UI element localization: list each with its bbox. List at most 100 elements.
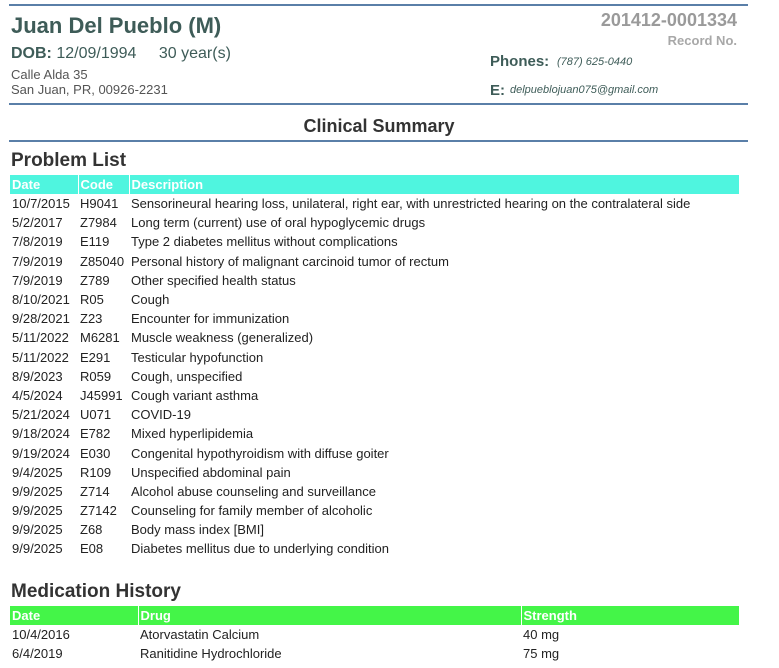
table-row: 9/4/2025 R109 Unspecified abdominal pain bbox=[10, 463, 740, 482]
record-label: Record No. bbox=[667, 33, 737, 48]
table-row: 10/4/2016 Atorvastatin Calcium 40 mg bbox=[10, 625, 740, 644]
table-row: 9/9/2025 Z714 Alcohol abuse counseling and… bbox=[10, 482, 740, 501]
table-row: 8/9/2023 R059 Cough, unspecified bbox=[10, 367, 740, 386]
cell-date: 4/5/2024 bbox=[12, 387, 63, 403]
cell-description: Unspecified abdominal pain bbox=[131, 464, 291, 480]
cell-code: Z714 bbox=[80, 483, 110, 499]
column-header-drug: Drug bbox=[138, 606, 522, 625]
cell-code: Z7984 bbox=[80, 215, 117, 231]
cell-date: 9/19/2024 bbox=[12, 445, 70, 461]
cell-date: 7/9/2019 bbox=[12, 272, 63, 288]
cell-date: 6/4/2019 bbox=[12, 646, 63, 662]
summary-rule bbox=[9, 140, 748, 142]
cell-date: 9/9/2025 bbox=[12, 483, 63, 499]
cell-description: Alcohol abuse counseling and surveillanc… bbox=[131, 483, 376, 499]
medication-history-title: Medication History bbox=[11, 581, 181, 602]
cell-description: COVID-19 bbox=[131, 407, 191, 423]
cell-description: Long term (current) use of oral hypoglyc… bbox=[131, 215, 426, 231]
cell-date: 9/4/2025 bbox=[12, 464, 63, 480]
header-top-rule bbox=[9, 4, 748, 6]
cell-strength: 40 mg bbox=[523, 627, 560, 643]
table-row: 5/11/2022 E291 Testicular hypofunction bbox=[10, 348, 740, 367]
cell-date: 7/9/2019 bbox=[12, 253, 63, 269]
cell-description: Other specified health status bbox=[131, 272, 296, 288]
column-header-description: Description bbox=[129, 175, 740, 194]
cell-code: M6281 bbox=[80, 330, 120, 346]
table-row: 5/11/2022 M6281 Muscle weakness (generaliz… bbox=[10, 328, 740, 347]
cell-drug: Atorvastatin Calcium bbox=[140, 627, 260, 643]
cell-code: J45991 bbox=[80, 387, 123, 403]
dob-value: 12/09/1994 bbox=[56, 45, 137, 62]
cell-code: Z23 bbox=[80, 311, 103, 327]
column-header-date: Date bbox=[10, 606, 139, 625]
table-row: 9/9/2025 Z68 Body mass index [BMI] bbox=[10, 520, 740, 539]
medication-history-table: Date Drug Strength 10/4/2016 Atorvastatin… bbox=[10, 606, 740, 663]
table-row: 10/7/2015 H9041 Sensorineural hearing loss… bbox=[10, 194, 740, 213]
medication-header-row: Date Drug Strength bbox=[10, 606, 740, 625]
table-row: 9/19/2024 E030 Congenital hypothyroidism w… bbox=[10, 443, 740, 462]
column-header-strength: Strength bbox=[521, 606, 740, 625]
email-value[interactable]: delpueblojuan075@gmail.com bbox=[510, 84, 659, 96]
cell-strength: 75 mg bbox=[523, 646, 560, 662]
table-row: 9/18/2024 E782 Mixed hyperlipidemia bbox=[10, 424, 740, 443]
cell-description: Cough bbox=[131, 292, 170, 308]
cell-code: U071 bbox=[80, 407, 112, 423]
record-number: 201412-0001334 bbox=[600, 10, 737, 30]
cell-description: Cough variant asthma bbox=[131, 387, 259, 403]
cell-code: H9041 bbox=[80, 196, 119, 212]
cell-description: Sensorineural hearing loss, unilateral, … bbox=[131, 196, 691, 212]
table-row: 4/5/2024 J45991 Cough variant asthma bbox=[10, 386, 740, 405]
table-row: 8/10/2021 R05 Cough bbox=[10, 290, 740, 309]
cell-code: Z789 bbox=[80, 272, 110, 288]
table-row: 9/9/2025 Z7142 Counseling for family membe… bbox=[10, 501, 740, 520]
problem-list-header-row: Date Code Description bbox=[10, 175, 740, 194]
email-label: E: bbox=[490, 82, 505, 99]
cell-drug: Ranitidine Hydrochloride bbox=[140, 646, 282, 662]
column-header-code: Code bbox=[78, 175, 130, 194]
cell-date: 5/2/2017 bbox=[12, 215, 63, 231]
cell-description: Counseling for family member of alcoholi… bbox=[131, 503, 373, 519]
cell-description: Body mass index [BMI] bbox=[131, 522, 264, 538]
address-line-1: Calle Alda 35 bbox=[11, 67, 88, 82]
cell-description: Mixed hyperlipidemia bbox=[131, 426, 254, 442]
cell-date: 9/9/2025 bbox=[12, 522, 63, 538]
cell-date: 10/4/2016 bbox=[12, 627, 70, 643]
problem-list-body: 10/7/2015 H9041 Sensorineural hearing loss… bbox=[10, 194, 740, 559]
cell-code: E291 bbox=[80, 349, 111, 365]
phone-value[interactable]: (787) 625-0440 bbox=[557, 56, 633, 68]
problem-list-title: Problem List bbox=[11, 150, 127, 171]
address-line-2: San Juan, PR, 00926-2231 bbox=[11, 82, 168, 97]
column-header-date: Date bbox=[10, 175, 79, 194]
cell-description: Diabetes mellitus due to underlying cond… bbox=[131, 541, 389, 557]
dob-label: DOB: bbox=[11, 45, 52, 62]
table-row: 7/9/2019 Z789 Other specified health statu… bbox=[10, 271, 740, 290]
age-value: 30 year(s) bbox=[158, 45, 231, 62]
cell-date: 8/10/2021 bbox=[12, 292, 70, 308]
cell-date: 9/28/2021 bbox=[12, 311, 70, 327]
summary-title: Clinical Summary bbox=[303, 116, 455, 136]
cell-date: 5/21/2024 bbox=[12, 407, 70, 423]
table-row: 9/28/2021 Z23 Encounter for immunization bbox=[10, 309, 740, 328]
cell-date: 8/9/2023 bbox=[12, 368, 63, 384]
table-row: 6/4/2019 Ranitidine Hydrochloride 75 mg bbox=[10, 644, 740, 663]
cell-code: Z7142 bbox=[80, 503, 117, 519]
cell-description: Testicular hypofunction bbox=[131, 349, 264, 365]
cell-date: 9/9/2025 bbox=[12, 541, 63, 557]
cell-description: Type 2 diabetes mellitus without complic… bbox=[131, 234, 398, 250]
cell-date: 5/11/2022 bbox=[12, 349, 69, 365]
table-row: 5/21/2024 U071 COVID-19 bbox=[10, 405, 740, 424]
cell-description: Personal history of malignant carcinoid … bbox=[131, 253, 449, 269]
table-row: 9/9/2025 E08 Diabetes mellitus due to unde… bbox=[10, 539, 740, 558]
cell-description: Encounter for immunization bbox=[131, 311, 290, 327]
patient-name: Juan Del Pueblo (M) bbox=[11, 13, 222, 38]
cell-date: 9/9/2025 bbox=[12, 503, 63, 519]
cell-date: 7/8/2019 bbox=[12, 234, 63, 250]
table-row: 7/8/2019 E119 Type 2 diabetes mellitus wit… bbox=[10, 232, 740, 251]
phones-label: Phones: bbox=[490, 53, 550, 70]
medication-history-body: 10/4/2016 Atorvastatin Calcium 40 mg 6/4/20… bbox=[10, 625, 740, 663]
cell-date: 5/11/2022 bbox=[12, 330, 69, 346]
table-row: 5/2/2017 Z7984 Long term (current) use of … bbox=[10, 213, 740, 232]
table-row: 7/9/2019 Z85040 Personal history of malign… bbox=[10, 252, 740, 271]
cell-code: Z85040 bbox=[80, 253, 125, 269]
cell-description: Congenital hypothyroidism with diffuse g… bbox=[131, 445, 389, 461]
